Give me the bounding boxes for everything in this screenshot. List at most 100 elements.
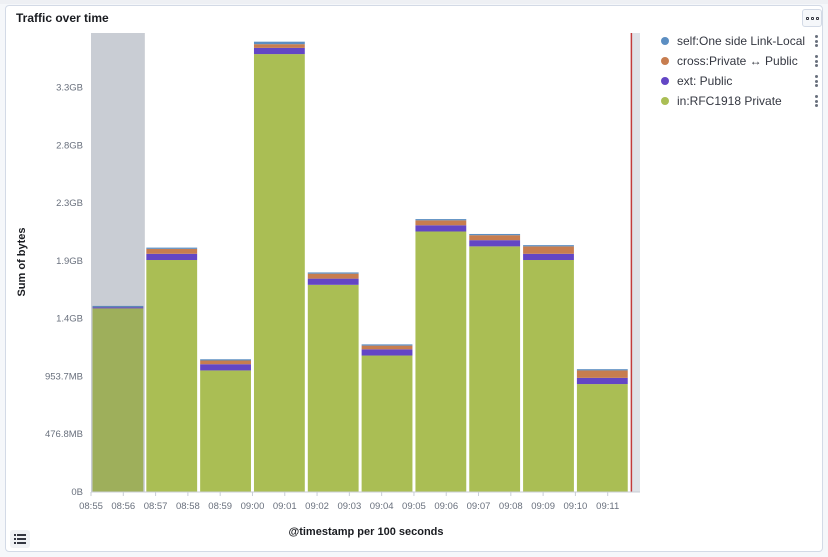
bar-segment[interactable]	[253, 44, 305, 48]
dot-icon	[814, 75, 818, 78]
bar-segment[interactable]	[415, 231, 467, 492]
x-tick-label: 08:58	[176, 501, 200, 512]
bar-segment[interactable]	[469, 240, 521, 247]
bar-segment[interactable]	[576, 369, 628, 371]
x-tick-label: 09:09	[531, 501, 555, 512]
y-tick-label: 1.9GB	[56, 256, 83, 267]
bar-segment[interactable]	[576, 384, 628, 492]
legend-label: ext: Public	[677, 74, 733, 88]
legend-color-dot	[661, 97, 669, 105]
panel-title: Traffic over time	[16, 11, 109, 25]
bar-segment[interactable]	[469, 235, 521, 241]
bar-segment[interactable]	[200, 360, 251, 365]
y-tick-label: 476.8MB	[45, 429, 83, 440]
y-tick-label: 1.4GB	[56, 314, 83, 325]
bar-segment[interactable]	[307, 273, 359, 279]
legend-item[interactable]: in:RFC1918 Private	[660, 91, 828, 111]
legend-color-dot	[661, 37, 669, 45]
x-tick-label: 09:02	[305, 501, 329, 512]
x-tick-label: 09:00	[241, 501, 265, 512]
legend-item[interactable]: cross:Private ↔ Public	[660, 51, 828, 71]
y-tick-label: 2.3GB	[56, 198, 83, 209]
x-tick-label: 09:05	[402, 501, 426, 512]
bar-segment[interactable]	[415, 219, 467, 221]
x-tick-label: 08:56	[111, 501, 135, 512]
bar-segment[interactable]	[92, 307, 144, 309]
legend-toggle-button[interactable]	[10, 530, 30, 548]
legend-label: cross:Private ↔ Public	[677, 54, 798, 68]
bar-segment[interactable]	[361, 345, 413, 350]
bar-segment[interactable]	[307, 284, 359, 492]
bar-segment[interactable]	[576, 370, 628, 378]
dot-icon	[814, 64, 818, 67]
bar-segment[interactable]	[361, 344, 413, 346]
bar-segment[interactable]	[200, 364, 251, 371]
bar-segment[interactable]	[92, 308, 144, 492]
dot-icon	[815, 16, 819, 20]
bar-segment[interactable]	[146, 260, 198, 492]
bar-segment[interactable]	[415, 225, 467, 232]
bar-segment[interactable]	[253, 47, 305, 55]
bar-segment[interactable]	[523, 246, 574, 254]
x-tick-label: 09:04	[370, 501, 394, 512]
legend-label: self:One side Link-Local	[677, 34, 806, 48]
x-tick-label: 08:55	[79, 501, 103, 512]
dot-icon	[814, 44, 818, 47]
legend-item-menu-icon[interactable]	[814, 35, 818, 47]
dot-icon	[814, 99, 818, 103]
x-tick-label: 08:57	[144, 501, 168, 512]
dot-icon	[814, 55, 818, 58]
bar-segment[interactable]	[146, 248, 198, 254]
panel-options-button[interactable]	[802, 9, 822, 27]
legend-color-dot	[661, 77, 669, 85]
x-tick-label: 09:07	[467, 501, 491, 512]
axes: 0B 476.8MB 953.7MB 1.4GB 1.9GB 2.3GB 2.8GB 3.3G…	[45, 83, 640, 512]
x-tick-label: 09:06	[434, 501, 458, 512]
x-tick-label: 09:01	[273, 501, 297, 512]
bar-segment[interactable]	[523, 245, 574, 247]
legend-item[interactable]: self:One side Link-Local	[660, 31, 828, 51]
legend-item[interactable]: ext: Public	[660, 71, 828, 91]
legend-color-dot	[661, 57, 669, 65]
bar-segment[interactable]	[146, 247, 198, 249]
bar-segment[interactable]	[253, 54, 305, 493]
bar-segment[interactable]	[253, 41, 305, 45]
dot-icon	[814, 39, 818, 43]
top-strip	[0, 0, 828, 4]
bar-segment[interactable]	[307, 278, 359, 285]
y-tick-label: 0B	[71, 487, 83, 498]
bar-segment[interactable]	[576, 377, 628, 385]
bar-segment[interactable]	[307, 272, 359, 274]
dot-icon	[814, 95, 818, 98]
bar-segment[interactable]	[92, 305, 144, 308]
bar-segment[interactable]	[469, 233, 521, 236]
dot-icon	[810, 16, 814, 20]
y-tick-label: 953.7MB	[45, 372, 83, 383]
bars	[91, 33, 628, 493]
bar-segment[interactable]	[361, 355, 413, 492]
x-tick-label: 09:08	[499, 501, 523, 512]
dot-icon	[814, 104, 818, 107]
x-axis-title: @timestamp per 100 seconds	[288, 526, 443, 538]
bar-segment[interactable]	[146, 253, 198, 261]
bar-segment[interactable]	[523, 253, 574, 261]
bar-segment[interactable]	[415, 220, 467, 226]
dot-icon	[814, 59, 818, 63]
legend-item-menu-icon[interactable]	[814, 75, 818, 87]
bar-segment[interactable]	[469, 246, 521, 492]
y-tick-label: 3.3GB	[56, 83, 83, 94]
dot-icon	[814, 79, 818, 83]
legend: self:One side Link-Local cross:Private ↔ …	[660, 31, 828, 111]
legend-item-menu-icon[interactable]	[814, 55, 818, 67]
bar-segment[interactable]	[200, 370, 251, 492]
partial-bucket-overlay	[91, 33, 145, 492]
bar-segment[interactable]	[523, 260, 574, 492]
legend-label: in:RFC1918 Private	[677, 94, 782, 108]
dot-icon	[805, 16, 809, 20]
legend-item-menu-icon[interactable]	[814, 95, 818, 107]
bar-segment[interactable]	[200, 359, 251, 361]
dot-icon	[814, 35, 818, 38]
x-tick-label: 08:59	[208, 501, 232, 512]
bar-segment[interactable]	[361, 349, 413, 356]
